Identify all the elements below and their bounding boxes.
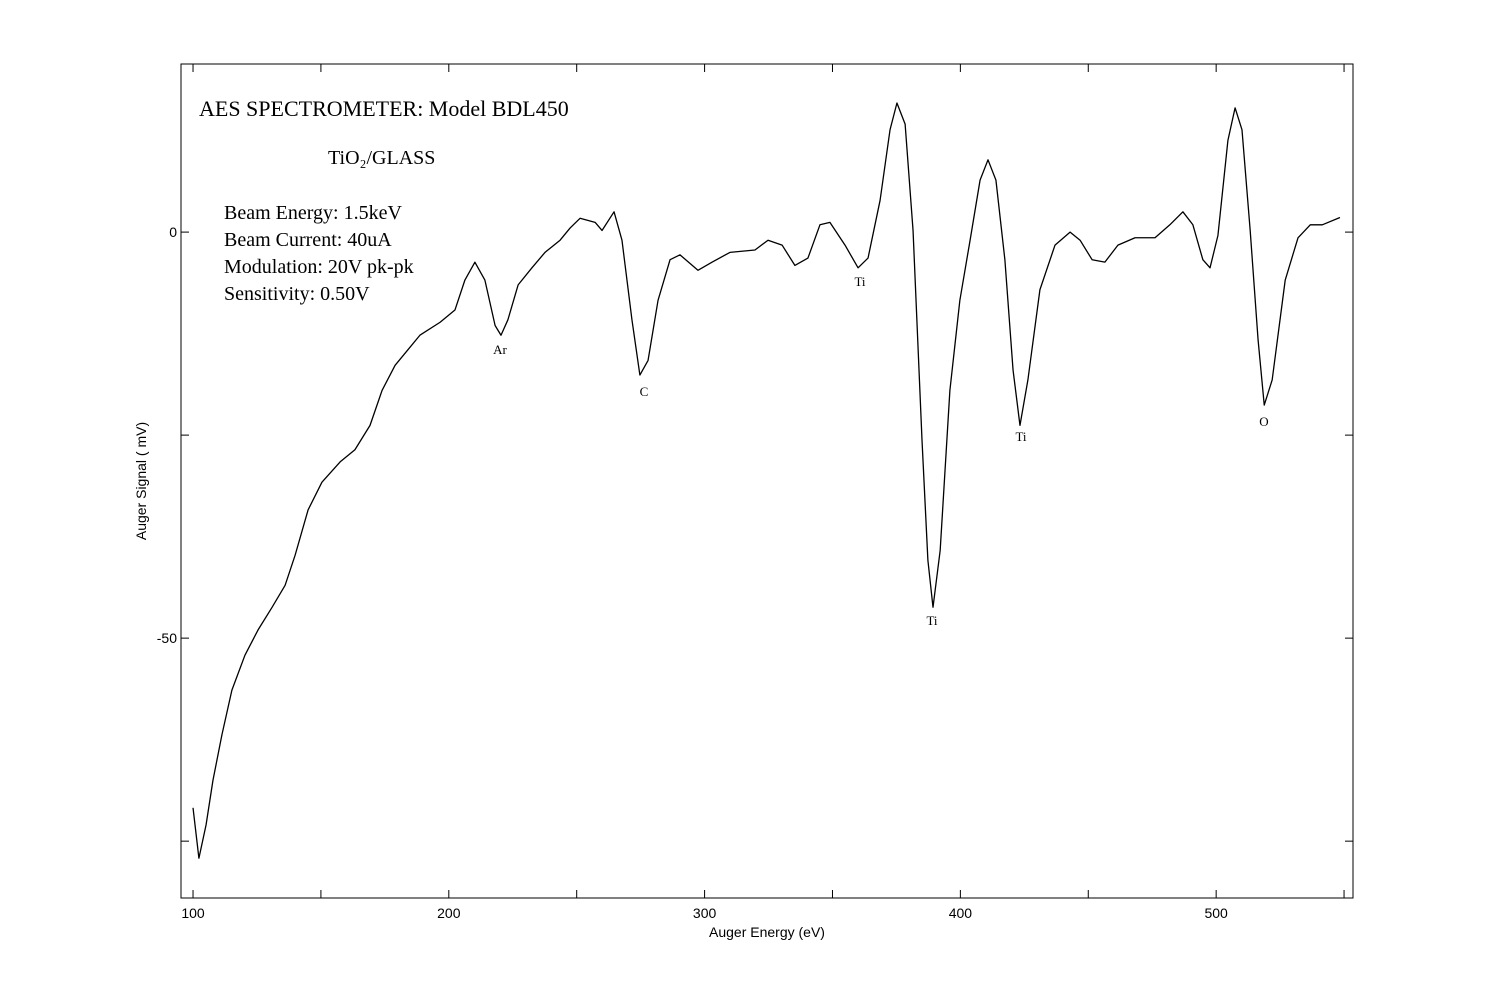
peak-label: Ar — [493, 342, 507, 357]
x-tick-label: 500 — [1204, 905, 1228, 921]
x-tick-label: 400 — [949, 905, 973, 921]
peak-label: C — [640, 384, 649, 399]
y-tick-label: 0 — [169, 224, 177, 240]
y-axis-label: Auger Signal ( mV) — [133, 422, 149, 540]
y-tick-label: -50 — [157, 630, 177, 646]
x-tick-label: 200 — [437, 905, 461, 921]
peak-label: Ti — [1015, 429, 1026, 444]
data-line — [192, 102, 1341, 859]
chart-title: AES SPECTROMETER: Model BDL450 — [199, 96, 569, 121]
chart-subtitle: TiO₂/GLASS — [328, 147, 435, 169]
x-tick-label: 300 — [693, 905, 717, 921]
peak-label: O — [1259, 414, 1268, 429]
peak-label: Ti — [926, 613, 937, 628]
note: Beam Current: 40uA — [224, 229, 392, 251]
note: Modulation: 20V pk-pk — [224, 256, 414, 278]
plot-frame — [180, 63, 1354, 899]
note: Sensitivity: 0.50V — [224, 283, 370, 305]
x-axis-label: Auger Energy (eV) — [709, 924, 825, 940]
peak-label: Ti — [854, 274, 865, 289]
note: Beam Energy: 1.5keV — [224, 202, 402, 224]
x-tick-label: 100 — [181, 905, 205, 921]
